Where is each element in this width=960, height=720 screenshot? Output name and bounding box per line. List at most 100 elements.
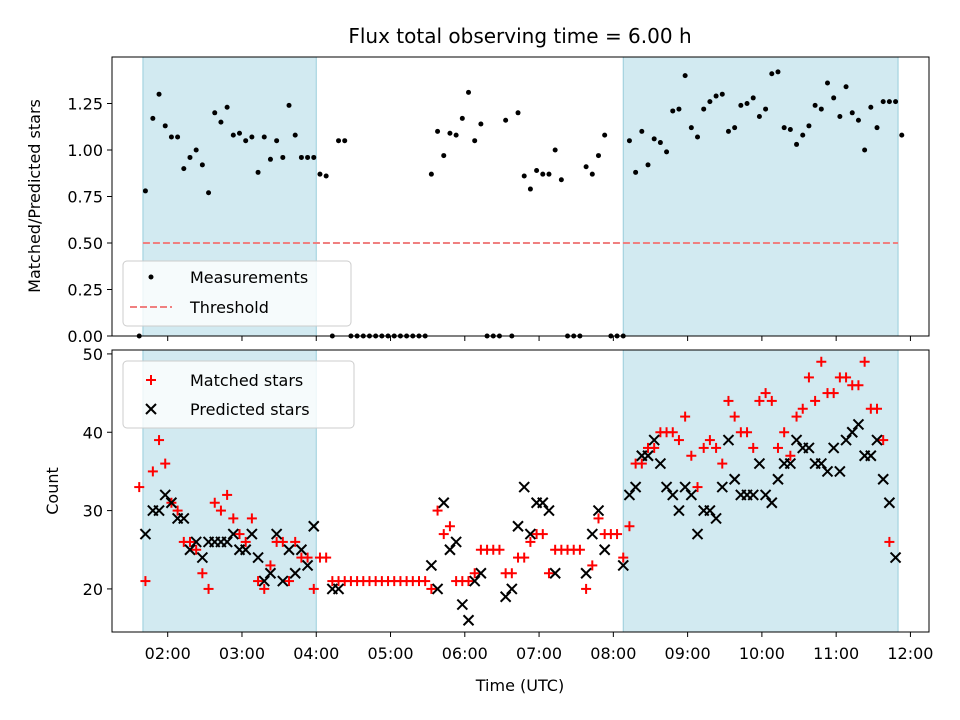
predicted-star-point (438, 497, 450, 509)
predicted-star-point (710, 512, 722, 525)
matched-star-point (816, 356, 827, 367)
legend-marker-measurements (148, 274, 154, 280)
predicted-star-point (654, 457, 667, 470)
x-tick-label: 08:00 (590, 644, 636, 663)
predicted-star-point (846, 426, 858, 438)
predicted-star-point (178, 512, 190, 525)
measurement-point (843, 84, 849, 90)
measurement-point (478, 121, 484, 127)
top-x-ticks (167, 336, 911, 341)
measurement-point (206, 190, 212, 196)
matched-star-point (803, 372, 814, 383)
predicted-star-point (598, 544, 611, 556)
matched-star-point (884, 536, 895, 547)
measurement-point (744, 101, 750, 106)
matched-star-point (265, 560, 276, 571)
measurement-point (893, 99, 899, 105)
predicted-star-point (580, 567, 592, 579)
measurement-point (824, 80, 830, 86)
measurement-point (181, 166, 187, 172)
x-tick-label: 11:00 (813, 644, 859, 663)
predicted-star-point (239, 544, 252, 556)
matched-star-point (246, 513, 257, 524)
measurement-point (868, 104, 874, 110)
matched-star-point (438, 529, 449, 540)
matched-star-point (593, 513, 604, 524)
measurement-point (267, 156, 273, 162)
matched-star-point (636, 458, 647, 469)
matched-star-point (140, 576, 151, 587)
measurement-point (862, 147, 868, 153)
x-axis-label: Time (UTC) (475, 676, 564, 695)
measurement-point (521, 173, 527, 179)
predicted-star-point (784, 457, 797, 470)
measurement-point (800, 132, 806, 138)
matched-star-point (612, 529, 623, 540)
x-tick-label: 07:00 (516, 644, 562, 663)
predicted-star-point (499, 591, 512, 603)
x-tick-label: 03:00 (219, 644, 265, 663)
legend-marker-predicted (145, 403, 157, 415)
measurement-point (763, 106, 769, 112)
predicted-star-point (289, 567, 301, 579)
matched-star-point (525, 536, 536, 547)
x-tick-label: 04:00 (293, 644, 339, 663)
matched-star-point (624, 521, 635, 532)
matched-star-point (618, 552, 629, 563)
predicted-star-point (617, 559, 629, 572)
measurement-point (305, 154, 311, 160)
matched-star-point (649, 442, 660, 453)
measurement-point (540, 171, 546, 177)
predicted-star-point (246, 528, 258, 540)
measurement-point (756, 114, 762, 120)
matched-star-point (203, 583, 214, 594)
predicted-star-point (159, 489, 171, 501)
matched-star-point (717, 458, 728, 469)
predicted-star-point (852, 418, 865, 431)
count-points (134, 356, 902, 626)
measurement-point (212, 110, 218, 116)
measurement-point (682, 73, 688, 79)
predicted-star-point (518, 481, 530, 493)
predicted-star-point (221, 536, 233, 548)
measurement-point (750, 95, 756, 101)
bottom-x-ticks: 02:00 03:00 04:00 05:00 06:00 07:00 08:00 09:00… (145, 632, 933, 663)
y-tick-label: 0.00 (67, 327, 103, 346)
matched-star-point (853, 380, 864, 391)
matched-star-point (772, 442, 783, 453)
shaded-interval (623, 57, 899, 336)
measurement-point (237, 130, 243, 136)
top-legend-box (122, 260, 352, 327)
y-tick-label: 1.00 (67, 141, 103, 160)
predicted-star-point (308, 520, 320, 532)
matched-star-point (302, 552, 313, 563)
matched-star-point (537, 529, 548, 540)
measurement-point (187, 154, 193, 160)
measurement-point (175, 134, 181, 140)
matched-star-point (234, 529, 245, 540)
matched-star-point (160, 458, 171, 469)
predicted-star-point (139, 528, 152, 540)
predicted-star-point (537, 497, 549, 509)
y-tick-label: 20 (83, 580, 103, 599)
y-tick-label: 50 (83, 345, 103, 364)
measurement-point (701, 106, 707, 112)
matched-star-point (698, 442, 709, 453)
predicted-star-point (283, 544, 295, 556)
measurement-point (626, 138, 632, 144)
measurement-point (849, 110, 855, 116)
matched-star-point (222, 489, 233, 500)
predicted-star-point (827, 442, 840, 454)
measurement-point (243, 138, 249, 144)
measurement-point (657, 140, 663, 146)
predicted-star-point (184, 544, 196, 556)
measurement-point (534, 167, 540, 173)
measurement-point (218, 119, 224, 125)
legend-label-predicted: Predicted stars (190, 400, 310, 419)
bottom-legend: Matched stars Predicted stars (122, 360, 355, 429)
matched-star-point (704, 435, 715, 446)
predicted-star-point (456, 598, 469, 611)
predicted-star-point (803, 442, 815, 454)
measurement-point (899, 132, 905, 138)
